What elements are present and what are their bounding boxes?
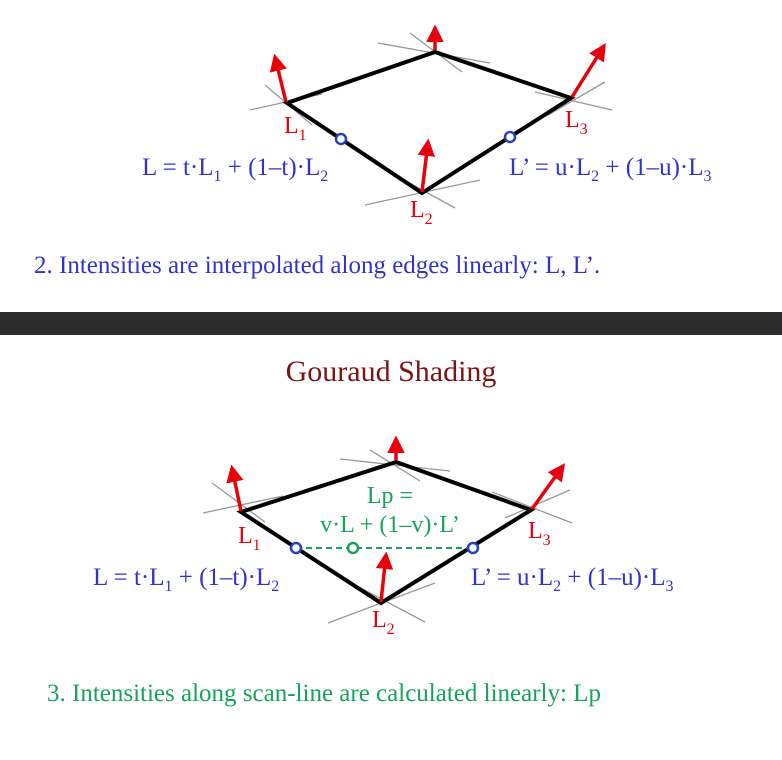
lp-formula-line1: Lp =: [367, 483, 413, 509]
vertex-label-l3: L3: [565, 107, 588, 138]
normal-arrow-v2-bottom: [375, 551, 394, 603]
interp-point-right: [503, 130, 517, 144]
polygon-diagram-top: L1 L2 L3 L = t·L1 + (1–t)·L2 L’ = u·L2 +…: [142, 24, 712, 228]
vertex-tangent-lines: [249, 32, 613, 209]
interp-point-right-bottom: [466, 541, 480, 555]
vertex-normals-bottom: [226, 435, 566, 603]
slide-edge-interpolation: L1 L2 L3 L = t·L1 + (1–t)·L2 L’ = u·L2 +…: [0, 0, 782, 312]
caption-scanline-interpolation: 3. Intensities along scan-line are calcu…: [47, 680, 601, 707]
interp-point-lp: [346, 541, 360, 555]
vertex-label-l2: L2: [410, 197, 433, 228]
slide-divider: [0, 312, 782, 335]
formula-left: L = t·L1 + (1–t)·L2: [142, 154, 328, 185]
vertex-label-l2-bottom: L2: [372, 607, 395, 638]
normal-arrow-v3-bottom: [530, 463, 566, 511]
polygon-outline: [282, 49, 576, 196]
normal-arrow-v1: [269, 53, 288, 103]
lp-formula-line2: v·L + (1–v)·L’: [320, 512, 460, 538]
normal-arrow-v2: [417, 138, 436, 193]
interp-point-left: [334, 132, 348, 146]
vertex-label-l1-bottom: L1: [238, 523, 261, 554]
formula-left-bottom: L = t·L1 + (1–t)·L2: [93, 564, 279, 595]
normal-arrow-v1-bottom: [226, 464, 244, 512]
normal-arrow-v3: [570, 43, 606, 98]
polygon-diagram-bottom: Lp = v·L + (1–v)·L’ L1 L2 L3 L = t·L1 + …: [93, 435, 674, 638]
caption-edge-interpolation: 2. Intensities are interpolated along ed…: [34, 252, 601, 279]
slide-scanline-interpolation: Gouraud Shading: [0, 335, 782, 760]
vertex-label-l3-bottom: L3: [528, 518, 551, 549]
vertex-label-l1: L1: [284, 113, 307, 144]
polygon-outline-bottom: [236, 459, 536, 606]
interp-point-left-bottom: [289, 541, 303, 555]
formula-right: L’ = u·L2 + (1–u)·L3: [509, 154, 712, 185]
slide-title: Gouraud Shading: [285, 355, 497, 388]
formula-right-bottom: L’ = u·L2 + (1–u)·L3: [471, 564, 674, 595]
vertex-normals: [269, 24, 606, 193]
